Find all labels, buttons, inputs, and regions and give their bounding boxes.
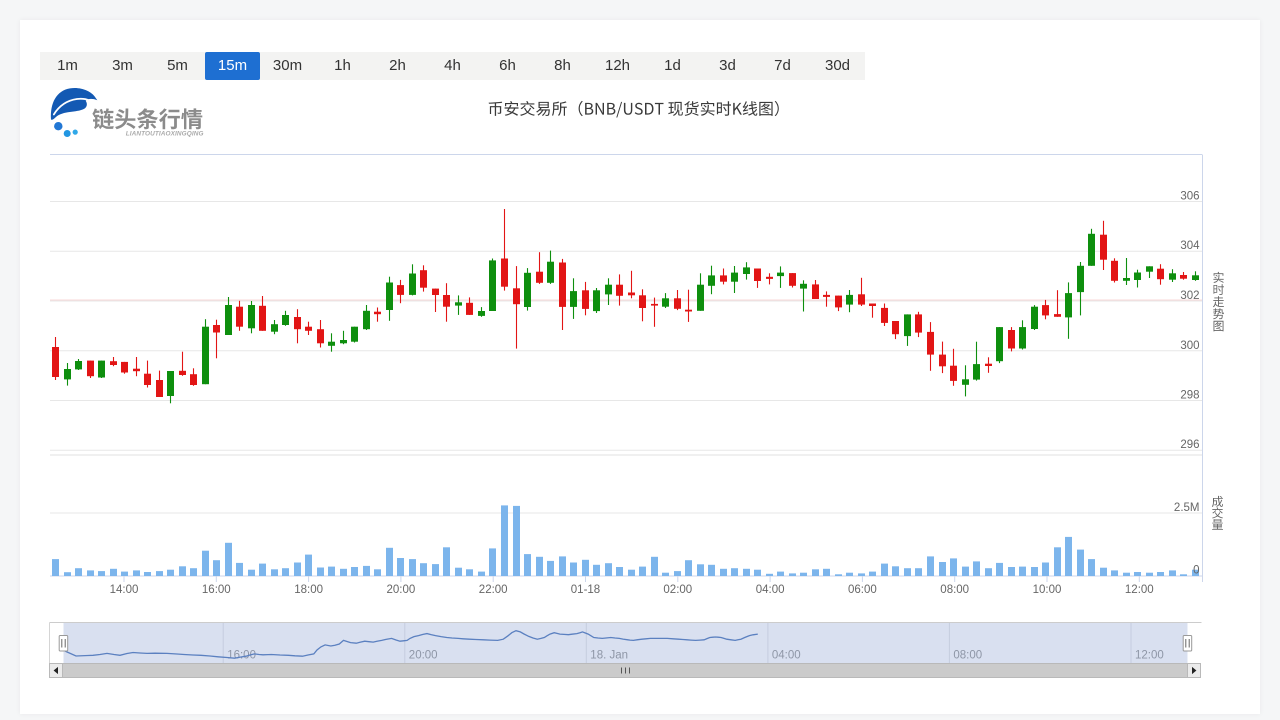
svg-text:20:00: 20:00 <box>387 584 416 596</box>
svg-text:04:00: 04:00 <box>756 584 785 596</box>
svg-text:01-18: 01-18 <box>571 584 600 596</box>
svg-text:12:00: 12:00 <box>1135 650 1164 662</box>
svg-text:306: 306 <box>1180 191 1199 203</box>
svg-text:22:00: 22:00 <box>479 584 508 596</box>
svg-text:08:00: 08:00 <box>953 650 982 662</box>
svg-text:10:00: 10:00 <box>1033 584 1062 596</box>
svg-text:16:00: 16:00 <box>202 584 231 596</box>
svg-text:02:00: 02:00 <box>663 584 692 596</box>
svg-text:298: 298 <box>1180 390 1199 402</box>
svg-text:20:00: 20:00 <box>409 650 438 662</box>
svg-text:304: 304 <box>1180 240 1200 252</box>
svg-text:300: 300 <box>1180 340 1199 352</box>
svg-text:06:00: 06:00 <box>848 584 877 596</box>
svg-text:12:00: 12:00 <box>1125 584 1154 596</box>
svg-text:16:00: 16:00 <box>227 650 256 662</box>
svg-text:18:00: 18:00 <box>294 584 323 596</box>
svg-text:18. Jan: 18. Jan <box>590 650 628 662</box>
svg-text:08:00: 08:00 <box>940 584 969 596</box>
svg-text:0: 0 <box>1193 565 1199 577</box>
svg-text:14:00: 14:00 <box>110 584 139 596</box>
svg-text:04:00: 04:00 <box>772 650 801 662</box>
svg-text:2.5M: 2.5M <box>1174 502 1200 514</box>
svg-text:302: 302 <box>1180 290 1199 302</box>
svg-text:296: 296 <box>1180 439 1199 451</box>
